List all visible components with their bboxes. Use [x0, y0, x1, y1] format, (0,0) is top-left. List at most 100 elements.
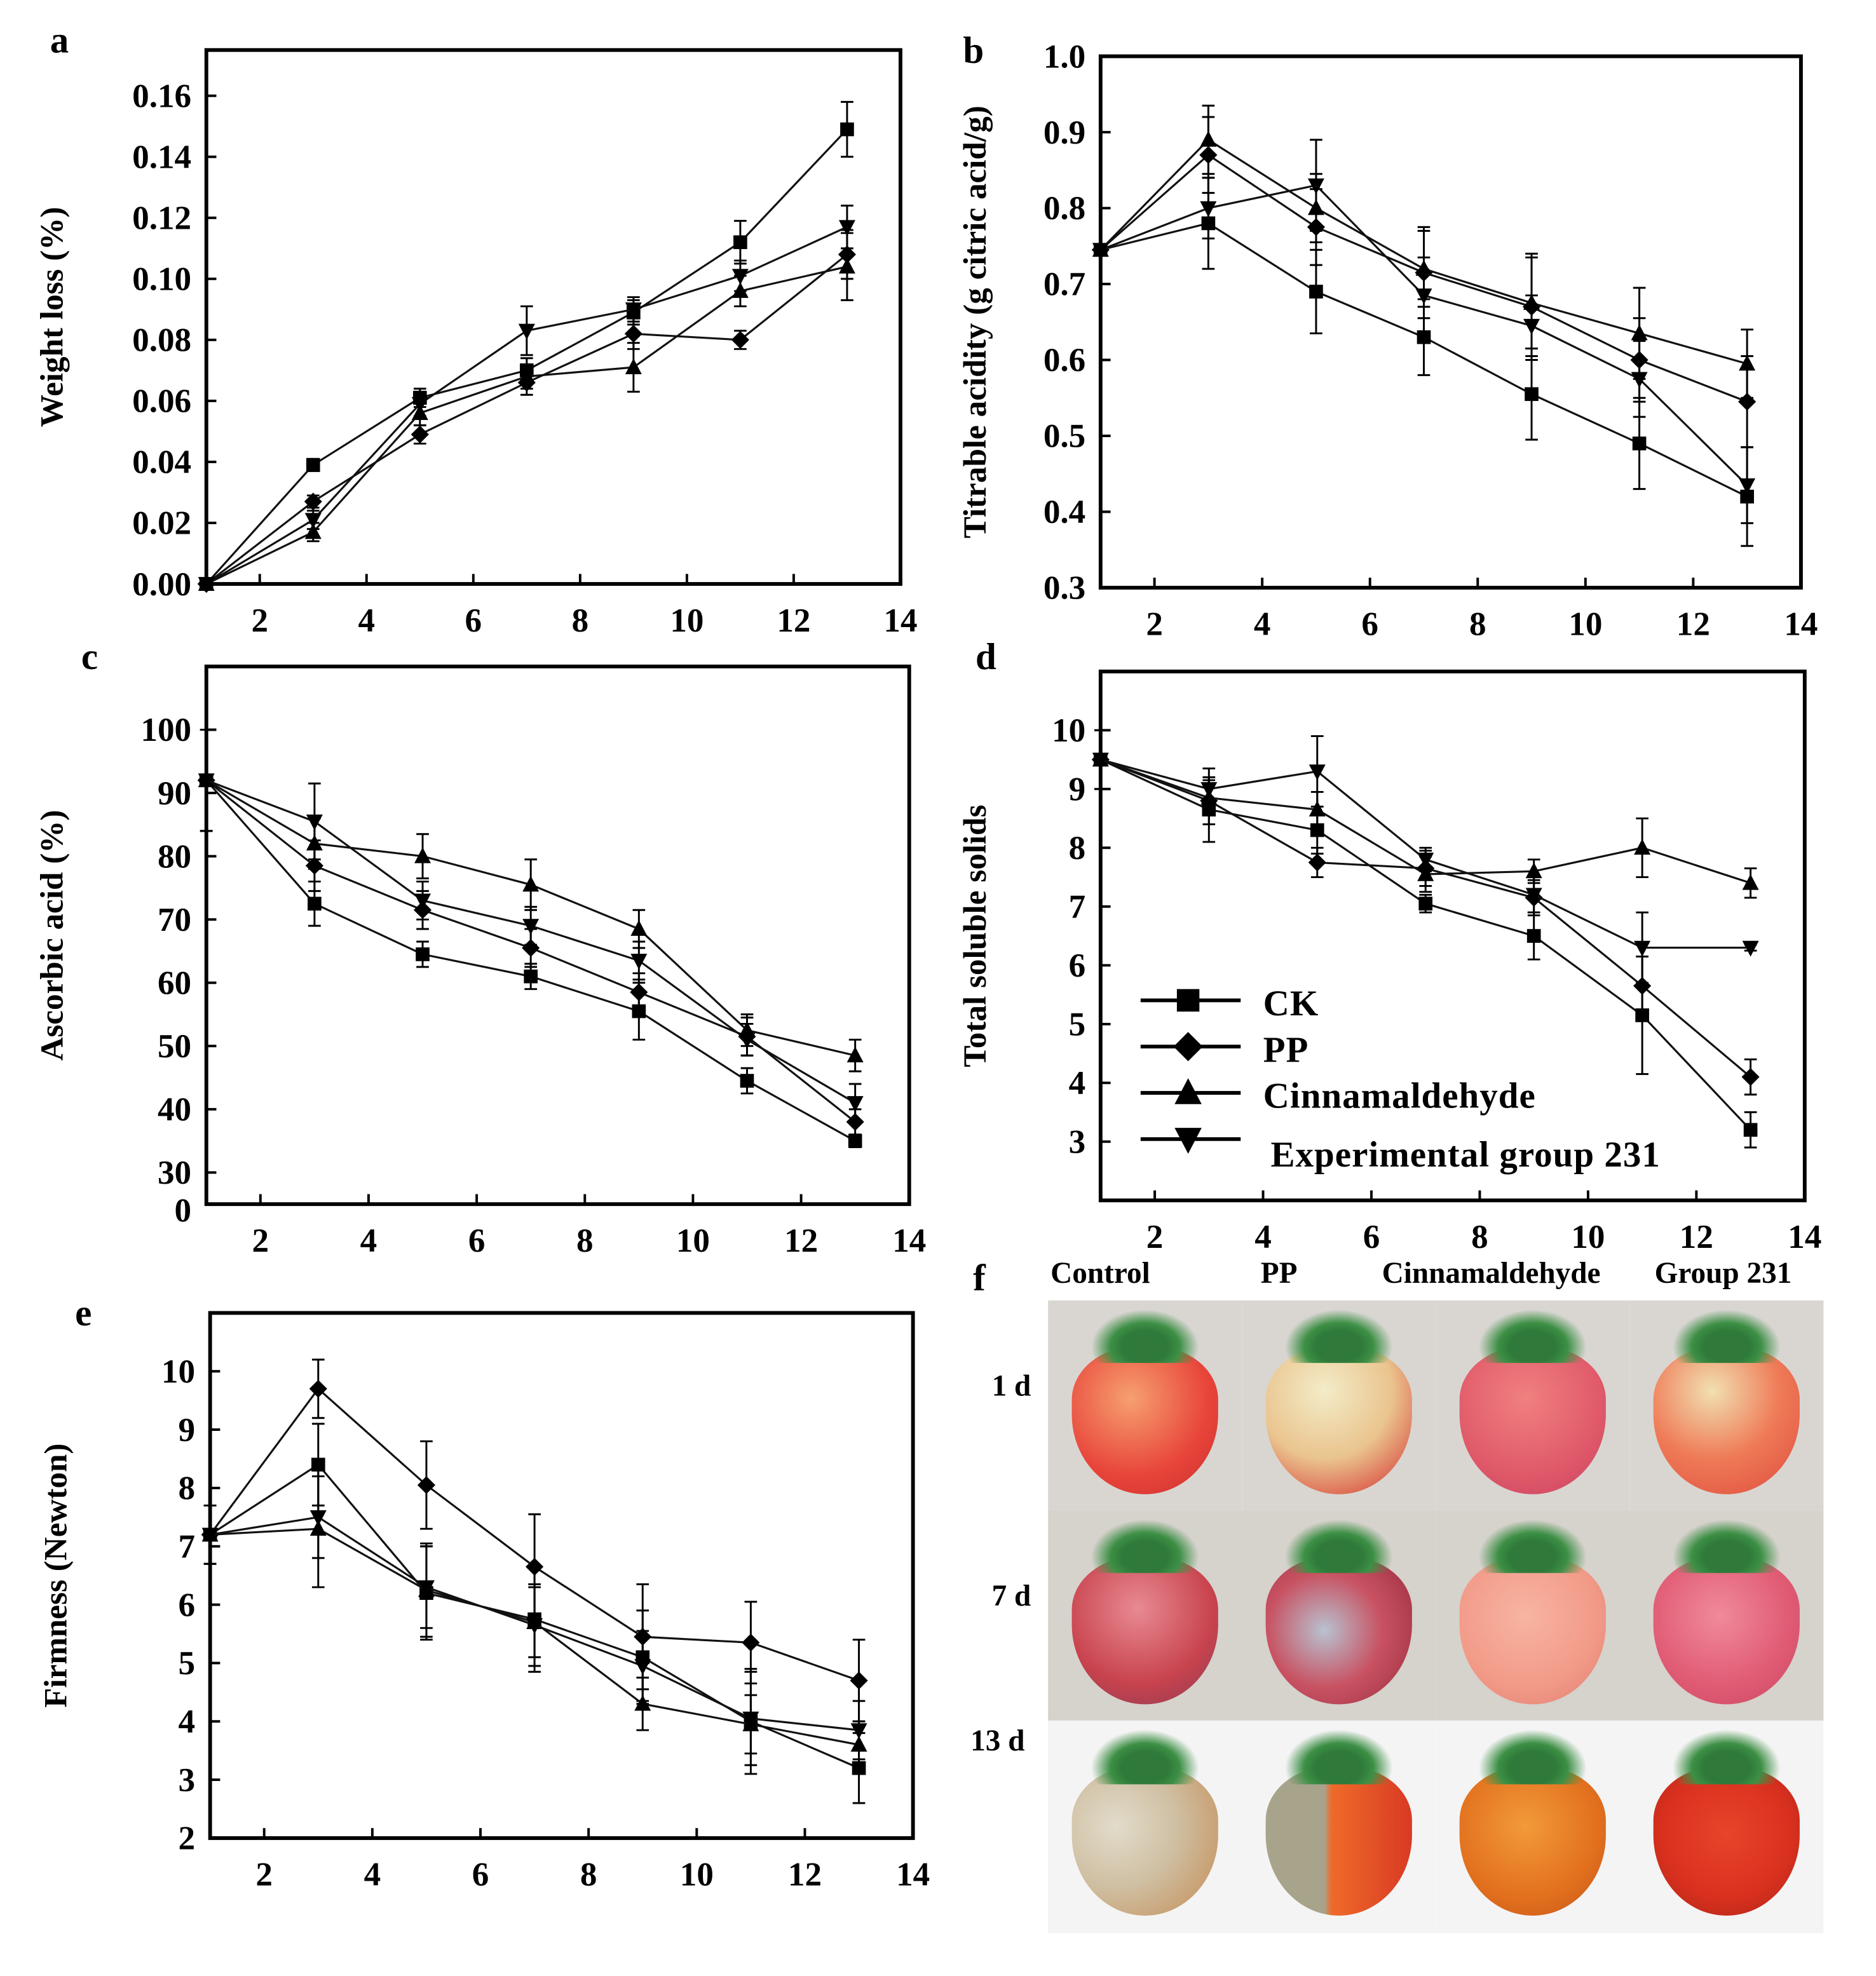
y-tick-label: 7: [1069, 889, 1086, 926]
data-point: [411, 425, 429, 443]
y-tick-label: 0.06: [132, 383, 191, 420]
series-cinnamaldehyde: [198, 729, 864, 1073]
y-tick-label: 30: [158, 1154, 191, 1191]
x-tick-label: 2: [1146, 606, 1163, 643]
x-tick-label: 6: [472, 1857, 489, 1893]
y-tick-label: 0.5: [1043, 418, 1085, 455]
data-point: [311, 1458, 325, 1472]
y-tick-label: 0.7: [1043, 266, 1085, 303]
y-tick-label: 5: [1069, 1006, 1086, 1043]
y-break-label: 0: [175, 1193, 192, 1229]
strawberry-body: [1265, 1557, 1413, 1704]
y-tick-label: 6: [1069, 947, 1086, 984]
data-point: [1092, 752, 1109, 769]
y-tick-label: 0.8: [1043, 190, 1085, 227]
data-point: [522, 876, 540, 892]
series-experimental-group-231: [198, 729, 864, 1123]
data-point: [624, 325, 642, 343]
data-point: [738, 1032, 756, 1049]
x-tick-label: 4: [358, 602, 375, 639]
x-tick-label: 4: [1254, 606, 1271, 643]
data-point: [850, 1723, 867, 1740]
y-tick-label: 7: [178, 1528, 195, 1565]
x-tick-label: 8: [572, 602, 589, 639]
legend-label: PP: [1263, 1030, 1309, 1070]
data-point: [1742, 940, 1759, 957]
data-point: [306, 457, 320, 472]
data-point: [630, 983, 648, 1001]
y-tick-label: 0.16: [132, 78, 191, 114]
data-point: [1632, 436, 1647, 450]
strawberry-leaves-icon: [1478, 1729, 1587, 1785]
x-tick-label: 12: [1680, 1219, 1713, 1255]
data-point: [1739, 355, 1756, 371]
y-tick-label: 10: [1052, 712, 1085, 749]
y-tick-label: 0.04: [132, 444, 191, 481]
chart-panel-b: b 2 4 6 8 10 12 14 0.3 0.4 0.5 0.6 0.7 0.8 0.9 1.0 Titra…: [957, 29, 1818, 642]
data-point: [526, 1557, 544, 1576]
strawberry-leaves-icon: [1478, 1519, 1587, 1574]
data-point: [414, 893, 432, 910]
x-tick-label: 2: [251, 602, 268, 639]
panel-label: e: [75, 1292, 92, 1334]
legend-marker-diamond: [1173, 1032, 1203, 1062]
strawberry-leaves-icon: [1672, 1729, 1781, 1785]
data-point: [733, 235, 747, 250]
y-tick-label: 0.00: [132, 566, 191, 603]
strawberry-photo: [1048, 1300, 1242, 1511]
series-line: [205, 128, 848, 585]
strawberry-body: [1652, 1767, 1800, 1916]
x-tick-label: 10: [680, 1857, 714, 1893]
series-cinnamaldehyde: [198, 232, 855, 591]
y-tick-label: 0.6: [1043, 342, 1085, 379]
strawberry-body: [1652, 1557, 1800, 1704]
data-point: [1200, 782, 1218, 798]
data-point: [846, 1096, 864, 1112]
x-tick-label: 4: [364, 1857, 381, 1893]
x-tick-label: 2: [252, 1222, 269, 1259]
photo-row-label: 1 d: [991, 1370, 1031, 1404]
y-axis-label: Weight loss (%): [34, 207, 70, 428]
y-tick-label: 0.02: [132, 505, 191, 542]
y-tick-label: 3: [178, 1762, 195, 1799]
panel-label: a: [50, 19, 69, 61]
data-point: [1634, 940, 1651, 957]
x-tick-label: 10: [670, 602, 704, 639]
data-point: [309, 1379, 327, 1398]
y-tick-label: 8: [178, 1470, 195, 1507]
data-point: [308, 897, 322, 911]
y-tick-label: 9: [178, 1412, 195, 1449]
y-tick-label: 40: [158, 1092, 191, 1128]
y-tick-label: 8: [1069, 830, 1086, 867]
x-tick-label: 6: [468, 1222, 486, 1259]
data-point: [1525, 387, 1539, 402]
panel-label: d: [975, 635, 996, 677]
y-tick-label: 70: [158, 902, 191, 938]
x-tick-label: 10: [1571, 1219, 1605, 1255]
data-point: [1308, 801, 1326, 817]
series-line: [205, 254, 848, 585]
x-tick-label: 6: [465, 602, 482, 639]
series-line: [1100, 759, 1751, 1131]
strawberry-photo: [1048, 1720, 1242, 1933]
data-point: [1739, 478, 1756, 494]
strawberry-photo: [1436, 1300, 1630, 1511]
x-tick-label: 8: [1469, 606, 1486, 643]
series-experimental-group-231: [1092, 729, 1759, 984]
data-point: [1308, 764, 1326, 781]
x-tick-label: 8: [1471, 1219, 1488, 1255]
data-point: [416, 947, 430, 961]
y-tick-label: 90: [158, 775, 191, 812]
strawberry-body: [1071, 1557, 1219, 1704]
data-point: [306, 815, 323, 830]
data-point: [838, 257, 855, 274]
plot-frame: [1098, 669, 1807, 1203]
data-point: [850, 1671, 868, 1690]
data-point: [848, 1133, 862, 1148]
legend-marker-square: [1176, 989, 1200, 1012]
y-tick-label: 0.12: [132, 200, 191, 237]
y-axis-label: Ascorbic acid (%): [34, 810, 70, 1061]
data-point: [1200, 130, 1217, 147]
chart-panel-c: c 2 4 6 8 10 12 14 30 40 50 60 70 80 90 100 0 Ascorbic ac…: [34, 635, 926, 1259]
